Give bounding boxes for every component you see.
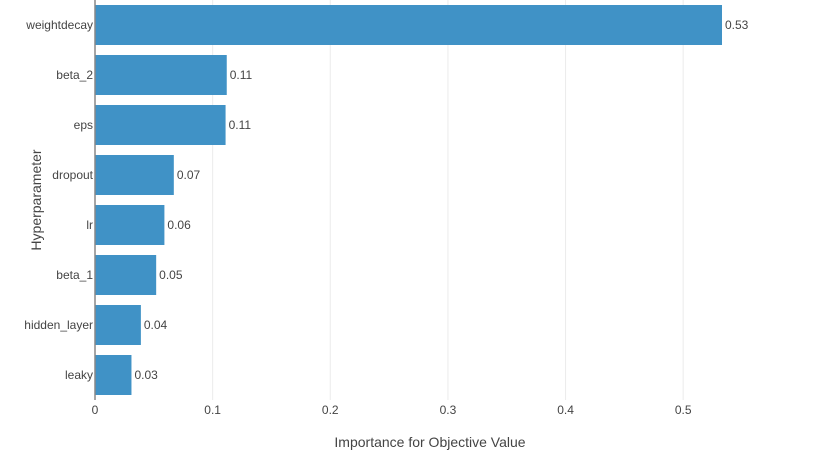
bar-value-label: 0.11 (230, 68, 253, 82)
y-tick-label: lr (86, 218, 93, 232)
bar-value-label: 0.05 (159, 268, 183, 282)
x-tick-label: 0.1 (204, 403, 221, 417)
bars-layer: 0.53 0.11 0.11 0.07 0.06 0.05 0.04 0.03 (95, 5, 749, 395)
bar-value-label: 0.11 (229, 118, 252, 132)
bar (95, 355, 132, 395)
bar (95, 205, 165, 245)
y-tick-label: eps (74, 118, 93, 132)
y-tick-label: hidden_layer (24, 318, 93, 332)
y-tick-label: beta_2 (56, 68, 93, 82)
x-axis-title: Importance for Objective Value (334, 434, 525, 450)
x-tick-label: 0 (92, 403, 99, 417)
y-axis-title: Hyperparameter (28, 149, 44, 250)
x-tick-label: 0.3 (440, 403, 457, 417)
grid-layer (212, 0, 684, 400)
bar (95, 305, 141, 345)
x-tick-label: 0.5 (675, 403, 692, 417)
bar (95, 5, 723, 45)
bar (95, 105, 226, 145)
y-tick-label: beta_1 (56, 268, 93, 282)
y-tick-label: leaky (65, 368, 93, 382)
bar (95, 155, 174, 195)
bar (95, 255, 157, 295)
bar-value-label: 0.53 (725, 18, 749, 32)
bar-value-label: 0.03 (134, 368, 158, 382)
bar-value-label: 0.06 (167, 218, 191, 232)
y-tick-label: weightdecay (25, 18, 93, 32)
bar-value-label: 0.07 (177, 168, 201, 182)
x-tick-label: 0.4 (557, 403, 574, 417)
y-tick-label: dropout (52, 168, 93, 182)
bar-value-label: 0.04 (144, 318, 168, 332)
x-tick-labels: 0 0.1 0.2 0.3 0.4 0.5 (92, 403, 692, 417)
bar (95, 55, 227, 95)
x-tick-label: 0.2 (322, 403, 339, 417)
